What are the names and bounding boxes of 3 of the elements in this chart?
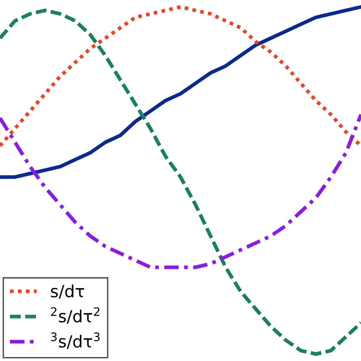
legend-label: $^{3}$s/dτ$^{3}$	[51, 332, 100, 349]
legend-label: $^{2}$s/dτ$^{2}$	[51, 307, 100, 324]
legend-label: s/dτ	[50, 284, 84, 299]
